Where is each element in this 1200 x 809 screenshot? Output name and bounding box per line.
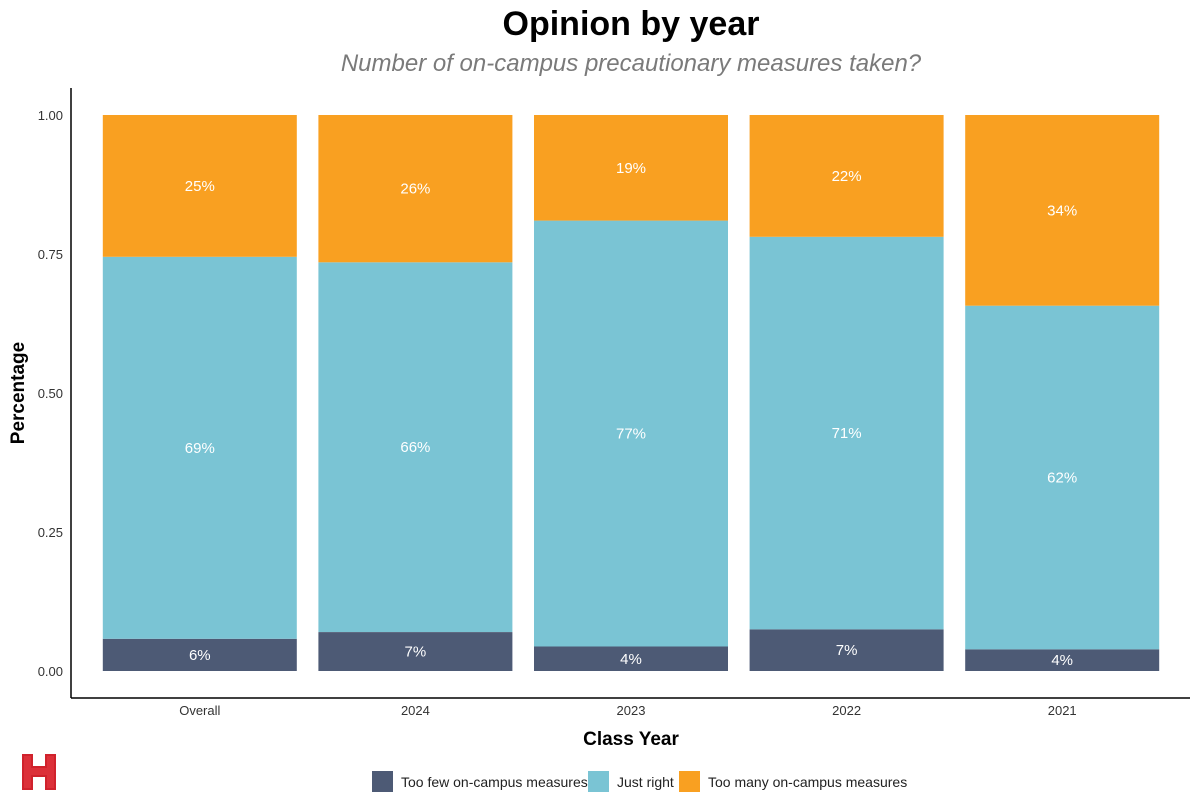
- legend-label-1: Just right: [617, 774, 674, 790]
- legend-swatch-2: [679, 771, 700, 792]
- y-tick-label: 0.00: [38, 664, 63, 679]
- y-axis-title: Percentage: [8, 342, 29, 444]
- bar-segment-2024-series-2: [318, 115, 513, 263]
- harvard-logo: [22, 754, 56, 790]
- data-label-2024-series-1: 66%: [400, 439, 430, 456]
- data-label-2024-series-0: 7%: [405, 644, 427, 661]
- x-axis-title: Class Year: [583, 729, 679, 750]
- legend-label-2: Too many on-campus measures: [708, 774, 907, 790]
- x-tick-label: 2023: [617, 703, 646, 718]
- data-label-2021-series-2: 34%: [1047, 202, 1077, 219]
- y-ticks-group: 0.00 0.25 0.50 0.75 1.00: [38, 108, 63, 679]
- bar-segment-2024-series-0: [318, 632, 513, 671]
- bar-segment-overall-series-1: [102, 256, 297, 639]
- data-label-2022-series-2: 22%: [832, 168, 862, 185]
- bar-segment-2023-series-1: [534, 220, 728, 647]
- x-tick-label: 2021: [1048, 703, 1077, 718]
- legend-label-0: Too few on-campus measures: [401, 774, 588, 790]
- data-label-2024-series-2: 26%: [400, 181, 430, 198]
- legend: Too few on-campus measures Just right Too …: [372, 771, 907, 792]
- y-tick-label: 0.50: [38, 386, 63, 401]
- data-label-overall-series-0: 6%: [189, 647, 211, 664]
- bar-segment-2022-series-1: [749, 236, 944, 630]
- data-label-2023-series-1: 77%: [616, 426, 646, 443]
- bar-segment-2021-series-0: [965, 649, 1160, 671]
- y-tick-label: 0.25: [38, 525, 63, 540]
- bar-segment-overall-series-0: [102, 638, 297, 671]
- data-label-2023-series-2: 19%: [616, 160, 646, 177]
- x-tick-label: 2024: [401, 703, 430, 718]
- bar-segment-2024-series-1: [318, 262, 513, 632]
- x-ticks-group: Overall 2024 2023 2022 2021: [179, 703, 1076, 718]
- data-label-overall-series-2: 25%: [185, 178, 215, 195]
- bar-segment-2021-series-1: [965, 305, 1160, 650]
- chart-title: Opinion by year: [503, 5, 760, 43]
- bar-labels-group: 6% 69% 25% 7% 66% 26% 4% 77% 19% 7% 71% 22% 4% 62% 34%: [185, 160, 1077, 669]
- y-tick-label: 1.00: [38, 108, 63, 123]
- bar-segment-2021-series-2: [965, 115, 1160, 306]
- x-tick-label: 2022: [832, 703, 861, 718]
- data-label-2021-series-0: 4%: [1051, 652, 1073, 669]
- x-tick-label: Overall: [179, 703, 220, 718]
- data-label-2022-series-0: 7%: [836, 642, 858, 659]
- data-label-2023-series-0: 4%: [620, 651, 642, 668]
- bar-segment-2022-series-2: [749, 115, 944, 237]
- bar-segment-2023-series-0: [534, 646, 728, 671]
- data-label-2021-series-1: 62%: [1047, 470, 1077, 487]
- bar-segment-overall-series-2: [102, 115, 297, 257]
- bar-segment-2022-series-0: [749, 629, 944, 671]
- bars-group: [102, 115, 1160, 671]
- bar-segment-2023-series-2: [534, 115, 728, 221]
- chart-subtitle: Number of on-campus precautionary measur…: [341, 50, 922, 77]
- logo-highlight: [24, 756, 54, 788]
- data-label-2022-series-1: 71%: [832, 425, 862, 442]
- data-label-overall-series-1: 69%: [185, 440, 215, 457]
- y-tick-label: 0.75: [38, 247, 63, 262]
- legend-swatch-0: [372, 771, 393, 792]
- legend-swatch-1: [588, 771, 609, 792]
